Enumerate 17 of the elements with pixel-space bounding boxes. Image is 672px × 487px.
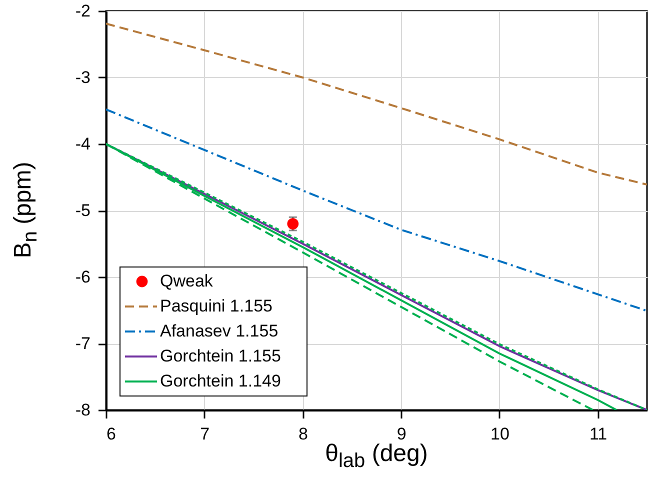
y-tick-label: -3	[75, 68, 90, 87]
x-tick-label: 10	[490, 424, 510, 444]
x-tick-label: 7	[200, 424, 210, 444]
x-tick-label: 6	[106, 424, 116, 444]
y-tick-label: -6	[75, 268, 90, 286]
y-tick-label: -2	[75, 2, 90, 20]
y-tick-label: -5	[75, 201, 90, 220]
legend-label: Gorchtein 1.149	[160, 372, 281, 390]
legend-label: Qweak	[160, 272, 214, 290]
legend-label: Gorchtein 1.155	[160, 346, 281, 366]
y-tick-label: -8	[75, 400, 90, 420]
y-tick-label: -4	[75, 134, 90, 154]
x-tick-label: 11	[589, 424, 608, 444]
legend-label: Pasquini 1.155	[160, 296, 272, 316]
y-tick-label: -7	[75, 334, 90, 353]
legend-label: Afanasev 1.155	[160, 322, 278, 340]
x-tick-label: 8	[298, 424, 308, 444]
